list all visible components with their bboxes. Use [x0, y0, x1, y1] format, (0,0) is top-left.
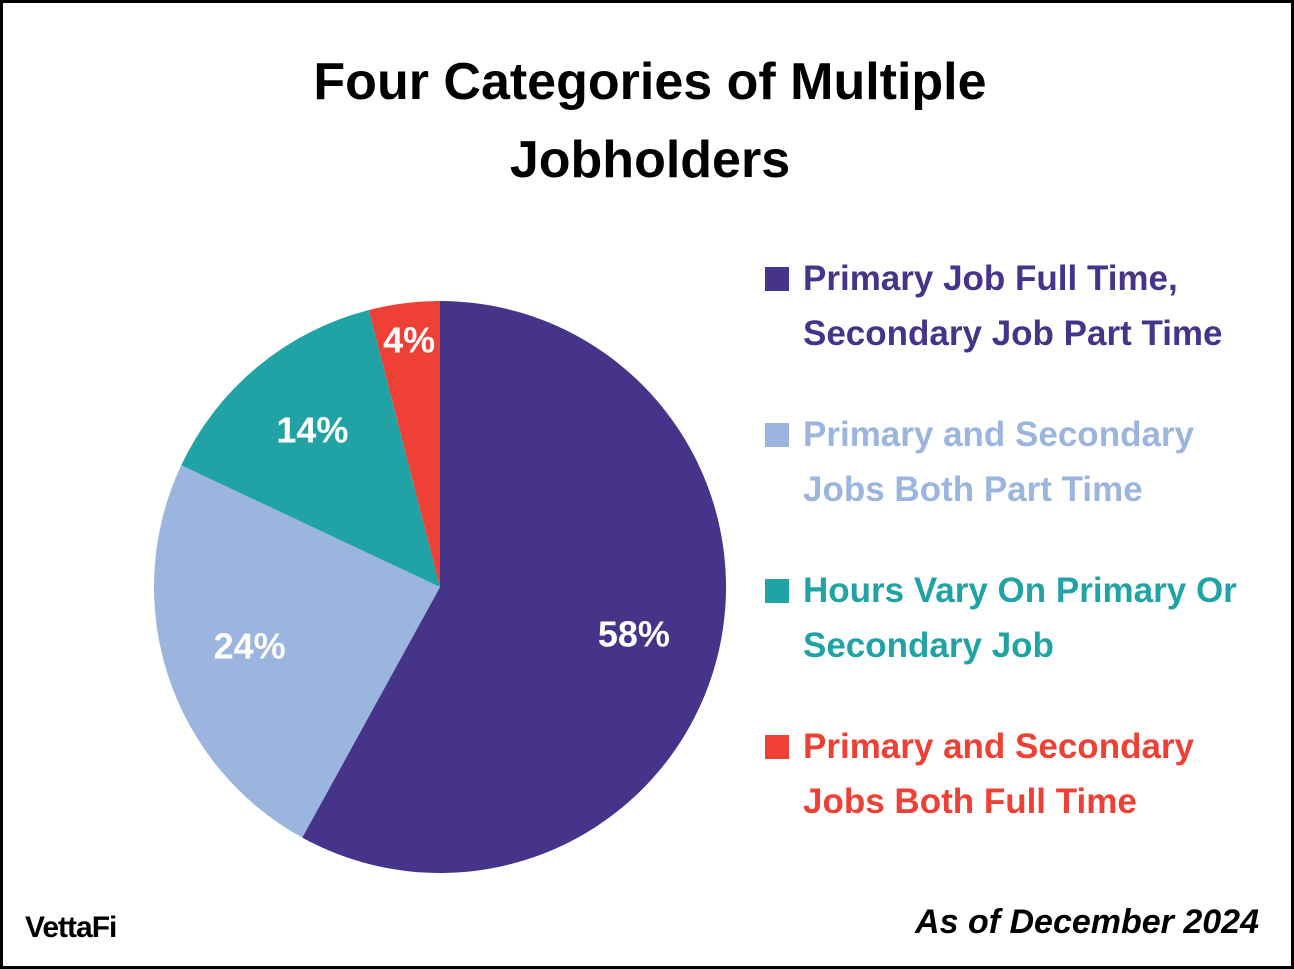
note: As of December 2024 [915, 903, 1259, 941]
legend-item: Primary and Secondary Jobs Both Part Tim… [765, 407, 1265, 517]
legend-swatch [765, 735, 789, 759]
slice-label: 14% [276, 409, 348, 450]
pie-slice [368, 301, 440, 587]
slice-label: 4% [383, 319, 435, 360]
chart-title: Four Categories of Multiple Jobholders [313, 53, 987, 189]
pie-slice [302, 301, 726, 873]
slice-label: 58% [598, 613, 670, 654]
legend-swatch [765, 579, 789, 603]
pie-slice [153, 465, 440, 838]
pie-slice [181, 309, 440, 587]
legend-label: Primary Job Full Time, Secondary Job Par… [803, 259, 1223, 353]
legend-item: Primary and Secondary Jobs Both Full Tim… [765, 719, 1265, 829]
legend-label: Primary and Secondary Jobs Both Full Tim… [803, 727, 1194, 821]
legend-item: Hours Vary On Primary Or Secondary Job [765, 563, 1265, 673]
legend-swatch [765, 423, 789, 447]
pie-area: 58% 24% 14% 4% [153, 301, 726, 873]
source: VettaFi [25, 911, 117, 944]
legend-label: Hours Vary On Primary Or Secondary Job [803, 571, 1237, 665]
legend-item: Primary Job Full Time, Secondary Job Par… [765, 251, 1265, 361]
slice-label: 24% [214, 625, 286, 666]
legend-swatch [765, 267, 789, 291]
legend: Primary Job Full Time, Secondary Job Par… [765, 251, 1265, 875]
legend-label: Primary and Secondary Jobs Both Part Tim… [803, 415, 1194, 509]
